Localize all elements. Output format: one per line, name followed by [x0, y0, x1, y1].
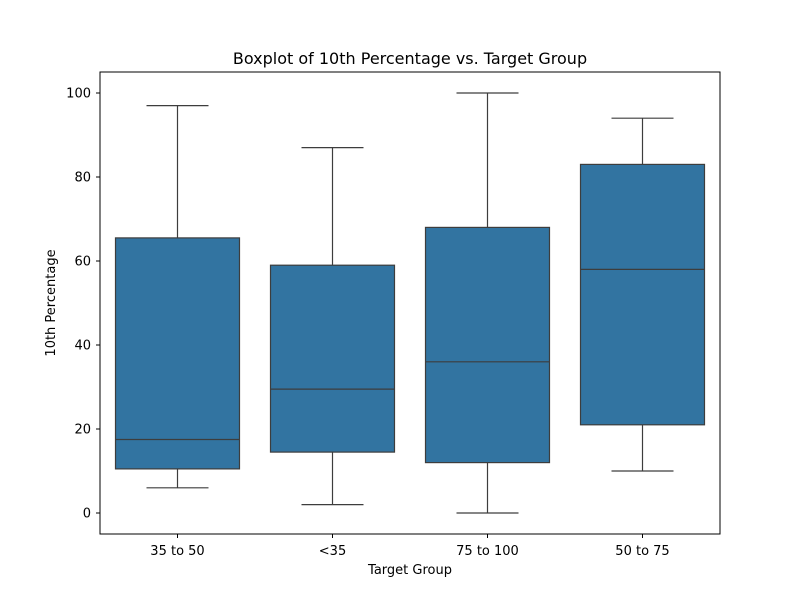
box-iqr	[114, 237, 241, 470]
x-tick-label: 50 to 75	[615, 544, 669, 559]
y-axis-label: 10th Percentage	[44, 249, 59, 356]
box-iqr	[579, 163, 706, 426]
x-tick-label: 35 to 50	[150, 544, 204, 559]
y-tick-label: 20	[74, 423, 91, 438]
x-tick-label: 75 to 100	[456, 544, 519, 559]
box-iqr	[424, 226, 551, 464]
x-axis-label: Target Group	[367, 563, 452, 578]
box-iqr	[269, 264, 396, 453]
y-tick-label: 40	[74, 339, 91, 354]
y-tick-label: 60	[74, 255, 91, 270]
box-group	[269, 147, 396, 506]
x-axis: 35 to 50 <35 75 to 100 50 to 75	[150, 534, 670, 559]
x-tick-label: <35	[319, 544, 346, 559]
y-tick-label: 100	[66, 87, 91, 102]
box-group	[424, 92, 551, 514]
plot-marks	[114, 92, 706, 514]
plot-frame	[99, 71, 721, 535]
y-axis: 0 20 40 60 80 100	[66, 87, 100, 522]
box-group	[114, 104, 241, 489]
y-tick-label: 0	[83, 507, 91, 522]
box-group	[579, 117, 706, 472]
chart-title: Boxplot of 10th Percentage vs. Target Gr…	[233, 49, 587, 68]
y-tick-label: 80	[74, 171, 91, 186]
